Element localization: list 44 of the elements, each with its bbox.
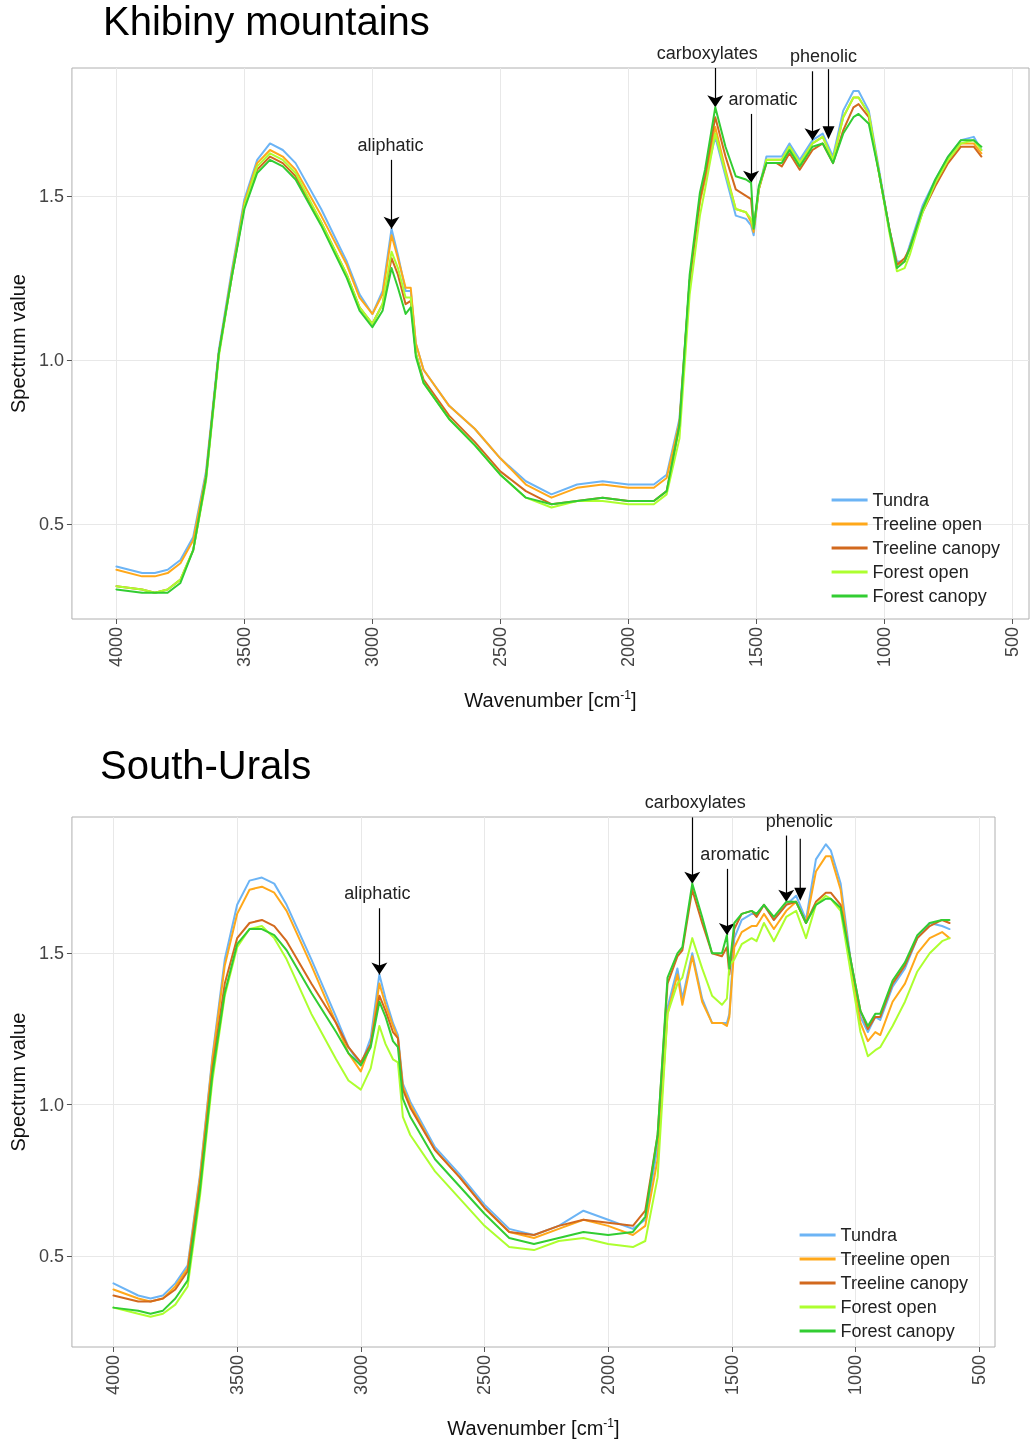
annotation: aromatic	[728, 88, 798, 109]
annotation: aliphatic	[357, 134, 424, 155]
x-tick-label: 4000	[106, 627, 127, 668]
y-axis-title: Spectrum value	[7, 274, 29, 413]
x-tick-label: 1500	[746, 627, 767, 668]
y-axis-title: Spectrum value	[7, 1012, 29, 1152]
annotation: phenolic	[789, 46, 858, 67]
x-tick-label: 2500	[490, 627, 511, 668]
legend-label: Treeline open	[840, 1249, 950, 1269]
annotation: aromatic	[700, 843, 770, 864]
chart-title: South-Urals	[100, 743, 312, 787]
y-tick-label: 1.5	[38, 185, 64, 206]
legend-label: Treeline canopy	[872, 538, 1000, 558]
y-tick-label: 0.5	[38, 1246, 64, 1267]
y-tick-label: 0.5	[38, 513, 64, 534]
legend-label: Treeline open	[872, 514, 982, 534]
x-tick-label: 1000	[845, 1355, 866, 1396]
y-tick-label: 1.5	[38, 943, 64, 964]
legend-label: Forest open	[840, 1297, 937, 1317]
y-tick-label: 1.0	[38, 349, 64, 370]
y-tick-label: 1.0	[38, 1094, 64, 1115]
legend-label: Forest canopy	[840, 1321, 955, 1341]
legend-label: Treeline canopy	[840, 1273, 968, 1293]
legend-label: Forest open	[872, 562, 969, 582]
x-tick-label: 1000	[874, 627, 895, 668]
x-tick-label: 2000	[618, 627, 639, 668]
x-tick-label: 3000	[350, 1355, 371, 1396]
x-tick-label: 3000	[362, 627, 383, 668]
annotation: carboxylates	[656, 43, 758, 63]
x-tick-label: 2000	[598, 1355, 619, 1396]
x-tick-label: 2500	[474, 1355, 495, 1396]
legend-label: Tundra	[840, 1225, 898, 1245]
x-tick-label: 500	[1002, 627, 1023, 658]
x-tick-label: 500	[969, 1355, 990, 1386]
annotation: carboxylates	[644, 792, 746, 813]
annotation: phenolic	[765, 810, 833, 831]
chart-title: Khibiny mountains	[103, 0, 430, 43]
x-tick-label: 3500	[227, 1355, 248, 1396]
legend-label: Forest canopy	[872, 586, 987, 606]
legend-label: Tundra	[872, 490, 930, 510]
x-tick-label: 3500	[234, 627, 255, 668]
x-tick-label: 4000	[103, 1355, 124, 1396]
x-tick-label: 1500	[721, 1355, 742, 1396]
annotation: aliphatic	[344, 883, 411, 904]
